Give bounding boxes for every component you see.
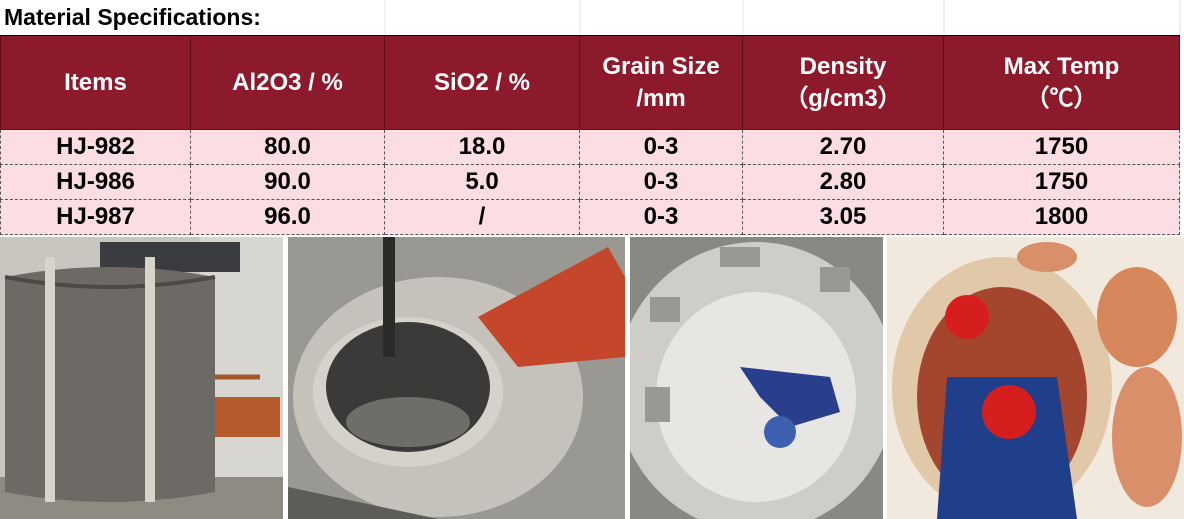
data-cell: 1750	[944, 130, 1180, 165]
photo	[630, 237, 883, 519]
header-text: Max Temp	[1003, 52, 1120, 80]
header-cell: Al2O3 / %	[191, 36, 385, 130]
header-cell: Density （g/cm3）	[743, 36, 944, 130]
header-text: Al2O3 / %	[232, 68, 343, 96]
data-cell: 0-3	[580, 200, 743, 235]
photo	[0, 237, 283, 519]
header-cell: SiO2 / %	[385, 36, 580, 130]
data-cell: 1800	[944, 200, 1180, 235]
data-cell: 2.80	[743, 165, 944, 200]
data-cell: HJ-982	[0, 130, 191, 165]
data-cell: 80.0	[191, 130, 385, 165]
header-text: /mm	[636, 84, 686, 112]
data-cell: /	[385, 200, 580, 235]
header-text: Density	[799, 52, 887, 80]
data-cell: 18.0	[385, 130, 580, 165]
data-cell: 3.05	[743, 200, 944, 235]
photo	[288, 237, 625, 519]
header-cell: Items	[0, 36, 191, 130]
header-text: SiO2 / %	[433, 68, 531, 96]
data-cell: HJ-987	[0, 200, 191, 235]
data-cell: 0-3	[580, 165, 743, 200]
data-cell: 2.70	[743, 130, 944, 165]
photo	[887, 237, 1184, 519]
sheet-grid	[0, 0, 1181, 36]
data-cell: 5.0	[385, 165, 580, 200]
header-cell: Max Temp （℃）	[944, 36, 1180, 130]
header-text: （℃）	[1025, 84, 1098, 112]
data-cell: 0-3	[580, 130, 743, 165]
title: Material Specifications:	[4, 4, 261, 30]
header-text: （g/cm3）	[784, 84, 902, 112]
header-text: Grain Size	[602, 52, 720, 80]
data-cell: HJ-986	[0, 165, 191, 200]
data-cell: 96.0	[191, 200, 385, 235]
header-text: Items	[64, 68, 127, 96]
header-cell: Grain Size/mm	[580, 36, 743, 130]
data-cell: 1750	[944, 165, 1180, 200]
data-cell: 90.0	[191, 165, 385, 200]
